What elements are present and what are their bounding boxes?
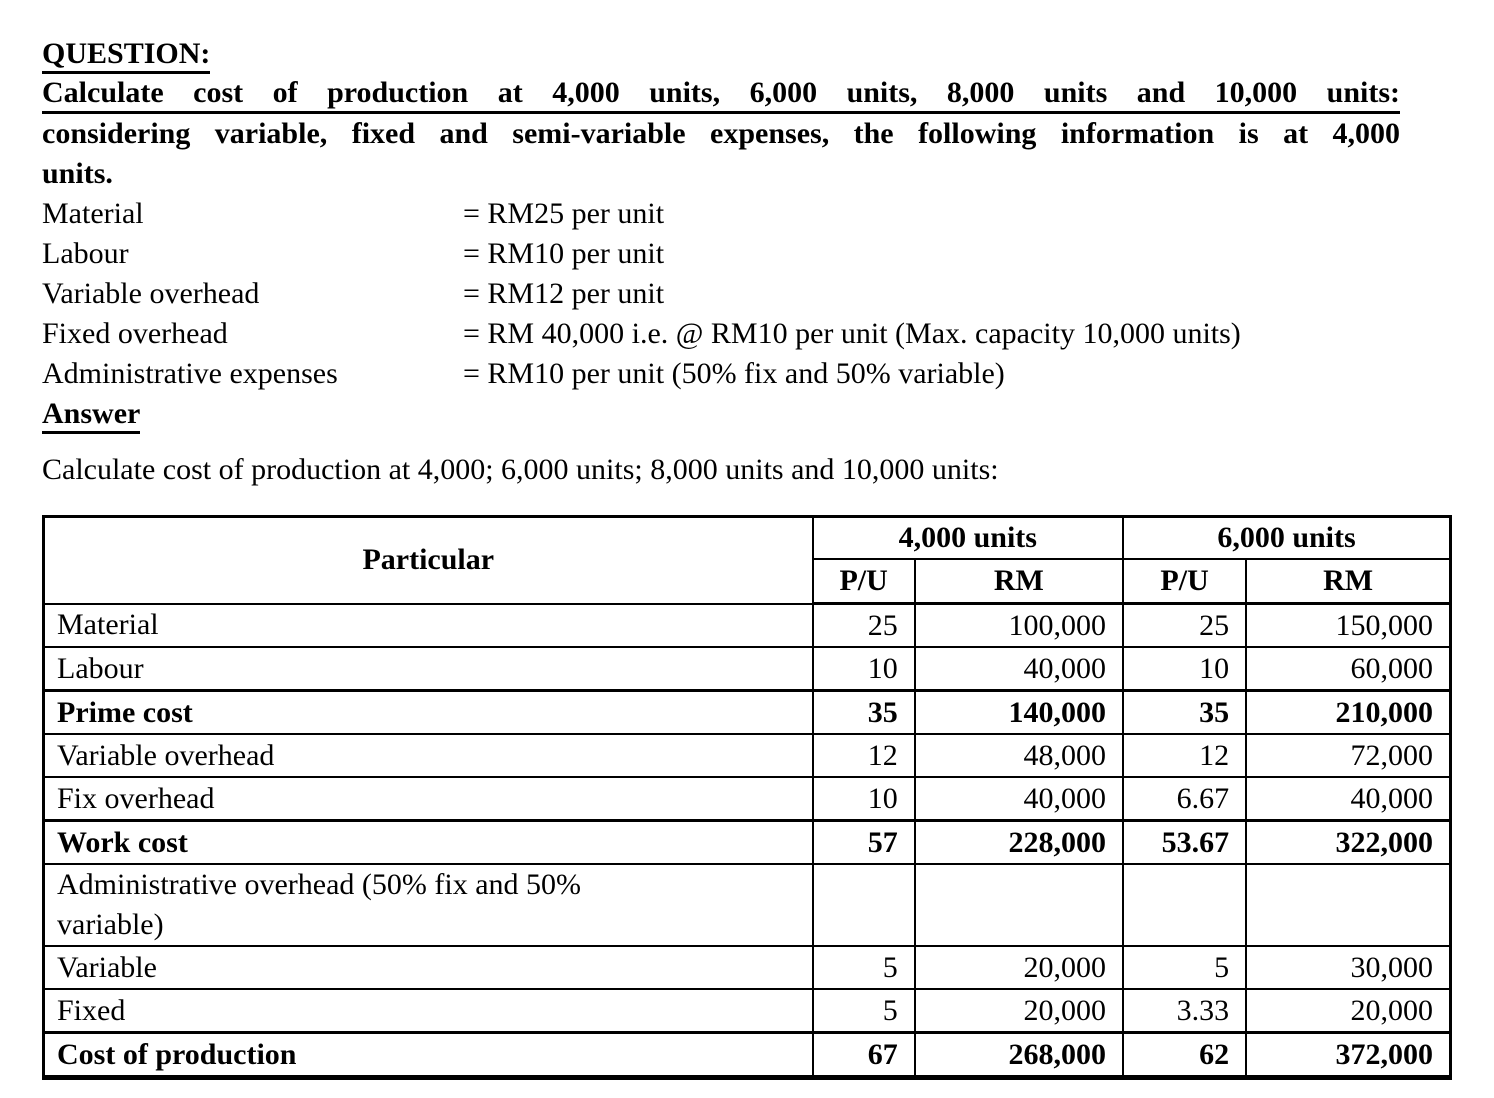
rm-cell [913,863,1125,947]
info-value: = RM10 per unit (50% fix and 50% variabl… [463,357,1005,390]
particular-cell: Work cost [42,819,814,865]
particular-cell: Fixed [42,988,814,1034]
pu-cell: 5 [811,945,916,990]
particular-cell: Material [42,602,814,648]
pu-cell: 5 [1121,945,1248,990]
table-row: Cost of production 67 268,000 62 372,000 [42,1031,1452,1079]
rm-cell: 60,000 [1245,646,1452,692]
table-row: Fix overhead 10 40,000 6.67 40,000 [42,776,1452,822]
pu-cell: 62 [1121,1031,1248,1079]
info-label: Labour [42,237,129,270]
units-4000-header-cell: 4,000 units [811,515,1125,560]
question-statement-line3: units. [42,157,113,190]
question-section: QUESTION: Calculate cost of production a… [42,34,1400,490]
table-row: Work cost 57 228,000 53.67 322,000 [42,819,1452,865]
table-row: Variable 5 20,000 5 30,000 [42,945,1452,990]
table-row: Variable overhead 12 48,000 12 72,000 [42,733,1452,778]
info-label: Administrative expenses [42,357,338,390]
particular-cell: Fix overhead [42,776,814,822]
rm-cell: 140,000 [913,689,1125,735]
particular-cell: Variable overhead [42,733,814,778]
pu-cell: 25 [811,602,916,648]
question-statement-line1: Calculate cost of production at 4,000 un… [42,74,1400,114]
table-row: Administrative overhead (50% fix and 50%… [42,863,1452,947]
particular-cell: Labour [42,646,814,692]
table-header-sub-row: P/U RM P/U RM [44,558,1452,605]
info-value: = RM 40,000 i.e. @ RM10 per unit (Max. c… [463,317,1241,350]
pu-cell: 67 [811,1031,916,1079]
particular-cell: Prime cost [42,689,814,735]
info-label: Material [42,197,144,230]
pu-cell: 10 [811,776,916,822]
rm-cell: 72,000 [1245,733,1452,778]
pu-cell: 25 [1121,602,1248,648]
pu-cell [811,863,916,947]
rm-cell: 48,000 [913,733,1125,778]
pu-header-cell: P/U [811,558,916,605]
pu-cell: 57 [811,819,916,865]
info-list: Material = RM25 per unit Labour = RM10 p… [42,194,1400,394]
rm-cell: 40,000 [913,646,1125,692]
info-label: Fixed overhead [42,317,228,350]
table-row: Labour 10 40,000 10 60,000 [42,646,1452,692]
units-6000-header-cell: 6,000 units [1122,515,1452,560]
answer-heading: Answer [42,394,1400,434]
rm-cell [1245,863,1452,947]
info-row: Labour = RM10 per unit [42,234,1400,274]
rm-cell: 268,000 [913,1031,1125,1079]
pu-cell: 3.33 [1121,988,1248,1034]
answer-intro: Calculate cost of production at 4,000; 6… [42,453,999,486]
info-row: Variable overhead = RM12 per unit [42,274,1400,314]
pu-cell: 12 [1121,733,1248,778]
pu-cell: 12 [811,733,916,778]
answer-heading-text: Answer [42,397,141,434]
pu-header-cell: P/U [1121,558,1248,605]
info-value: = RM25 per unit [463,197,665,230]
rm-cell: 100,000 [913,602,1125,648]
rm-cell: 372,000 [1245,1031,1452,1079]
rm-cell: 40,000 [1245,776,1452,822]
question-statement-line2: considering variable, fixed and semi-var… [42,117,1400,150]
rm-cell: 322,000 [1245,819,1452,865]
cost-of-production-table: Particular 4,000 units 6,000 units P/U R… [42,515,1452,1080]
pu-cell: 35 [1121,689,1248,735]
table-row: Fixed 5 20,000 3.33 20,000 [42,988,1452,1034]
pu-cell: 10 [1121,646,1248,692]
rm-cell: 228,000 [913,819,1125,865]
info-row: Material = RM25 per unit [42,194,1400,234]
pu-cell: 35 [811,689,916,735]
question-heading-text: QUESTION: [42,37,211,74]
info-value: = RM12 per unit [463,277,665,310]
pu-cell: 5 [811,988,916,1034]
particular-cell: Variable [42,945,814,990]
rm-cell: 40,000 [913,776,1125,822]
rm-header-cell: RM [1245,558,1452,605]
rm-cell: 20,000 [913,945,1125,990]
rm-cell: 210,000 [1245,689,1452,735]
pu-cell [1121,863,1248,947]
pu-cell: 10 [811,646,916,692]
particular-cell: Cost of production [42,1031,814,1079]
particular-cell: Administrative overhead (50% fix and 50%… [42,863,814,947]
table-row: Prime cost 35 140,000 35 210,000 [42,689,1452,735]
question-heading: QUESTION: [42,34,1400,74]
rm-cell: 150,000 [1245,602,1452,648]
pu-cell: 6.67 [1121,776,1248,822]
info-label: Variable overhead [42,277,260,310]
info-row: Administrative expenses = RM10 per unit … [42,354,1400,394]
info-row: Fixed overhead = RM 40,000 i.e. @ RM10 p… [42,314,1400,354]
rm-header-cell: RM [913,558,1125,605]
table-header-group-row: Particular 4,000 units 6,000 units [42,515,1452,605]
rm-cell: 30,000 [1245,945,1452,990]
particular-header-cell: Particular [42,515,814,605]
rm-cell: 20,000 [1245,988,1452,1034]
info-value: = RM10 per unit [463,237,665,270]
pu-cell: 53.67 [1121,819,1248,865]
rm-cell: 20,000 [913,988,1125,1034]
table-row: Material 25 100,000 25 150,000 [42,602,1452,648]
